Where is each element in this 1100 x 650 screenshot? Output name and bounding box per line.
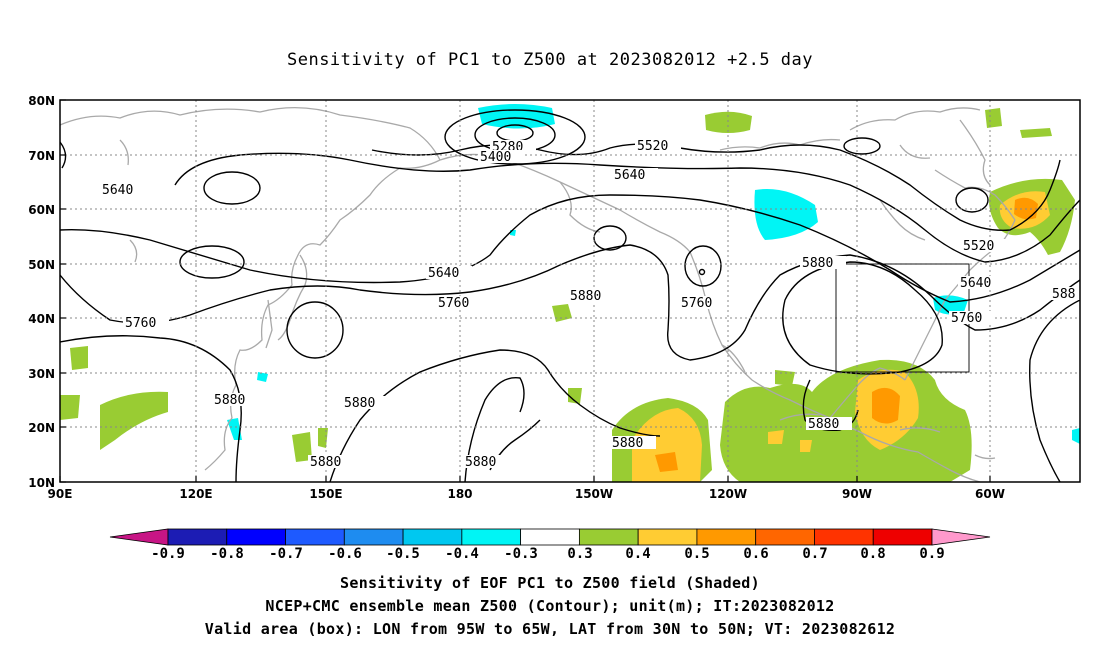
- lat-label: 10N: [28, 476, 55, 490]
- contour-label: 5640: [960, 276, 991, 291]
- shade-positive-westpac: [100, 391, 168, 450]
- shade-positive-pacific: [552, 304, 572, 322]
- shade-negative-small: [257, 372, 268, 382]
- colorbar-swatch: [872, 528, 933, 546]
- colorbar-label: 0.7: [802, 546, 827, 562]
- contour-label: 5880: [802, 256, 833, 271]
- colorbar-label: 0.5: [684, 546, 709, 562]
- colorbar-label: -0.6: [328, 546, 362, 562]
- shade-positive-canada: [705, 111, 752, 133]
- shade-negative-small: [1072, 428, 1080, 444]
- contour-label: 5880: [570, 289, 601, 304]
- lat-label: 20N: [28, 421, 55, 435]
- caption-valid-area: Valid area (box): LON from 95W to 65W, L…: [204, 620, 896, 638]
- contour-label-layer: 5280 5400 5520 5520 5640 5640 5640 5640 …: [100, 139, 1080, 470]
- shade-positive-small: [70, 346, 88, 370]
- colorbar-swatch: [402, 528, 463, 546]
- ticks: [59, 99, 991, 483]
- colorbar-swatch: [755, 528, 815, 546]
- colorbar-swatch: [226, 528, 286, 546]
- contour-label: 5880: [465, 455, 496, 470]
- colorbar-swatch: [343, 528, 404, 546]
- shade-positive-small: [775, 370, 795, 386]
- shade-orange-mexico: [655, 452, 678, 472]
- colorbar-swatch: [696, 528, 757, 546]
- contour-label: 5640: [614, 168, 645, 183]
- contour-label: 5400: [480, 150, 511, 165]
- contour-label: 5880: [612, 436, 643, 451]
- lon-label: 60W: [975, 487, 1005, 501]
- contour-lines: [60, 109, 1080, 482]
- contour-label: 5880: [310, 455, 341, 470]
- latitude-labels: 80N 70N 60N 50N 40N 30N 20N 10N: [28, 94, 55, 490]
- shade-positive-small: [60, 395, 80, 420]
- colorbar-low-arrow: [109, 528, 169, 546]
- colorbar-swatch: [578, 528, 639, 546]
- map-title: Sensitivity of PC1 to Z500 at 2023082012…: [286, 50, 813, 70]
- shade-negative-small: [227, 418, 242, 440]
- colorbar-label: 0.8: [860, 546, 885, 562]
- contour-label: 5520: [637, 139, 668, 154]
- shade-positive-greenland: [1020, 128, 1052, 138]
- colorbar-swatch: [637, 528, 698, 546]
- contour-label: 5760: [951, 311, 982, 326]
- contour-label: 588: [1052, 287, 1075, 302]
- colorbar-label: 0.4: [625, 546, 650, 562]
- contour-label: 5760: [438, 296, 469, 311]
- lat-label: 50N: [28, 258, 55, 272]
- lon-label: 90W: [842, 487, 872, 501]
- caption-contour: NCEP+CMC ensemble mean Z500 (Contour); u…: [265, 597, 835, 615]
- contour-label: 5640: [428, 266, 459, 281]
- longitude-labels: 90E 120E 150E 180 150W 120W 90W 60W: [48, 487, 1005, 501]
- lon-label: 120E: [179, 487, 212, 501]
- shade-orange-gulf: [872, 387, 900, 424]
- colorbar-label: 0.6: [743, 546, 768, 562]
- contour-label: 5640: [102, 183, 133, 198]
- colorbar-label: -0.8: [210, 546, 244, 562]
- shade-yellow-small: [768, 430, 784, 444]
- shade-positive-small: [985, 108, 1002, 128]
- contour-label: 5880: [808, 417, 839, 432]
- lon-label: 180: [447, 487, 472, 501]
- lat-label: 30N: [28, 367, 55, 381]
- colorbar-label: 0.3: [567, 546, 592, 562]
- caption-shaded: Sensitivity of EOF PC1 to Z500 field (Sh…: [340, 574, 760, 592]
- colorbar-high-arrow: [931, 528, 991, 546]
- colorbar-swatch: [285, 528, 345, 546]
- colorbar-label: -0.5: [386, 546, 420, 562]
- shade-negative-hudson: [754, 189, 818, 240]
- lon-label: 150W: [575, 487, 613, 501]
- lon-label: 120W: [709, 487, 747, 501]
- colorbar-label: -0.3: [504, 546, 538, 562]
- colorbar: -0.9 -0.8 -0.7 -0.6 -0.5 -0.4 -0.3 0.3 0…: [109, 528, 991, 562]
- colorbar-swatch: [520, 528, 580, 546]
- shade-negative-atlantic: [933, 295, 968, 315]
- colorbar-swatch: [461, 528, 522, 546]
- shade-positive-small: [318, 428, 328, 448]
- shade-positive-small: [292, 432, 312, 462]
- lat-label: 60N: [28, 203, 55, 217]
- lat-label: 70N: [28, 149, 55, 163]
- colorbar-swatch: [167, 528, 228, 546]
- map-frame: [59, 99, 1081, 483]
- colorbar-label: 0.9: [919, 546, 944, 562]
- shade-yellow-small: [800, 440, 812, 452]
- colorbar-label: -0.9: [151, 546, 185, 562]
- lat-label: 40N: [28, 312, 55, 326]
- contour-label: 5760: [125, 316, 156, 331]
- lon-label: 90E: [48, 487, 73, 501]
- shade-positive-small: [568, 388, 582, 404]
- colorbar-label: -0.7: [269, 546, 303, 562]
- contour-label: 5880: [344, 396, 375, 411]
- lat-label: 80N: [28, 94, 55, 108]
- contour-label: 5520: [963, 239, 994, 254]
- colorbar-label: -0.4: [445, 546, 479, 562]
- colorbar-swatch: [814, 528, 874, 546]
- lon-label: 150E: [309, 487, 342, 501]
- contour-label: 5880: [214, 393, 245, 408]
- contour-label: 5760: [681, 296, 712, 311]
- shade-yellow-mexico: [632, 408, 702, 482]
